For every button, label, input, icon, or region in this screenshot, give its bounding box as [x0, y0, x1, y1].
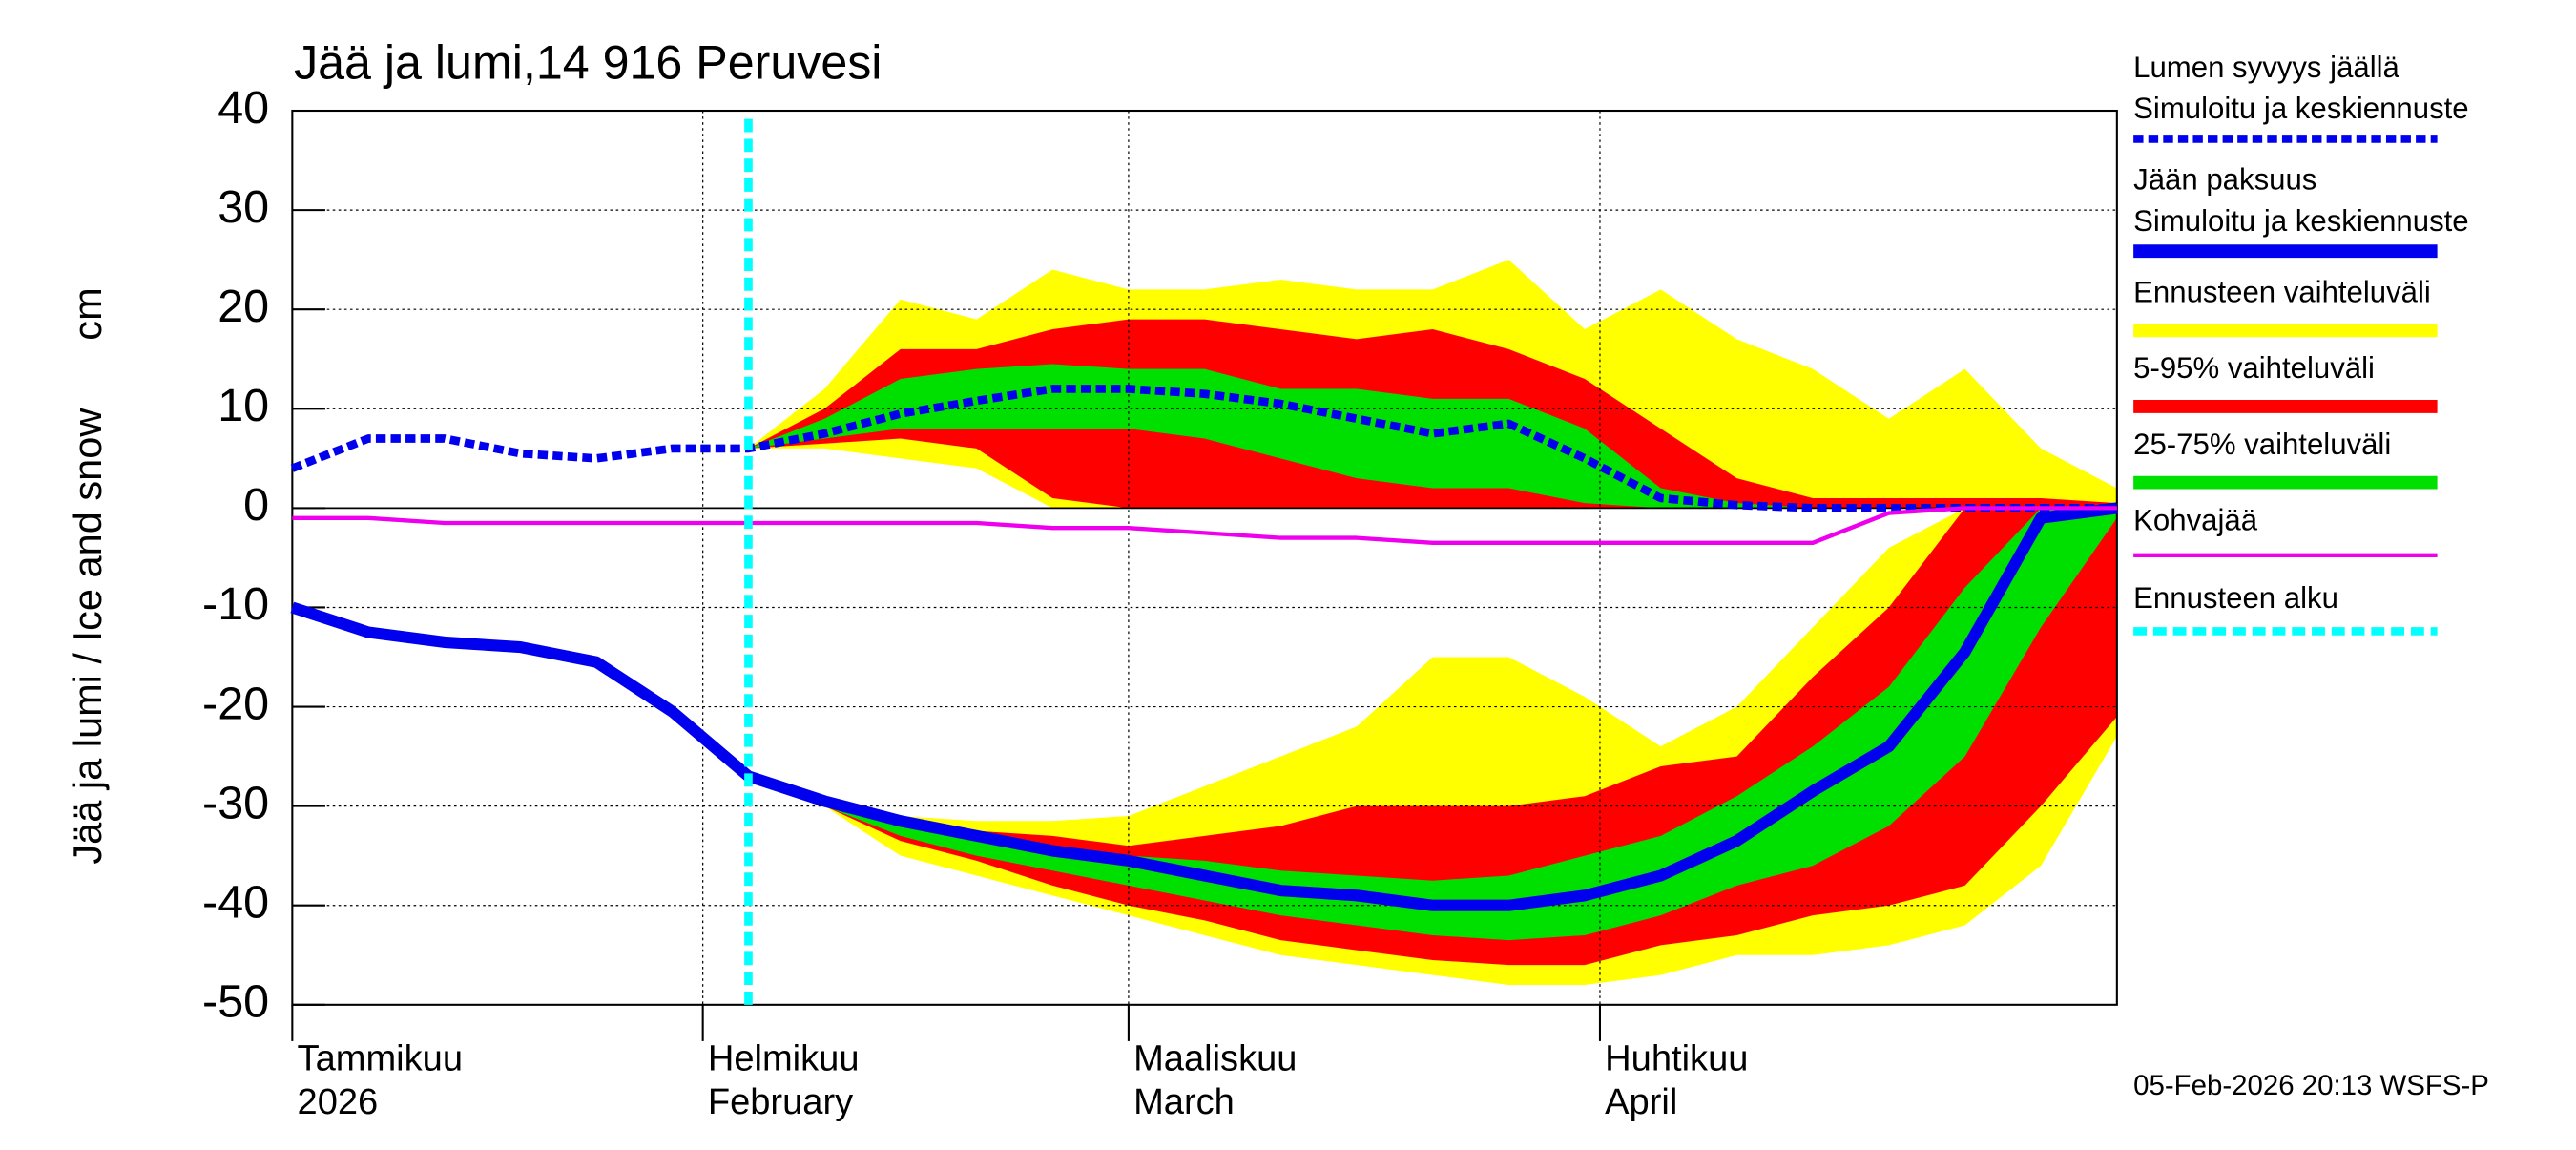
- legend-label: Simuloitu ja keskiennuste: [2133, 92, 2468, 125]
- band-ice: [748, 508, 2117, 941]
- band-snow: [748, 364, 2117, 509]
- x-tick-label: Huhtikuu: [1605, 1039, 1748, 1079]
- timestamp: 05-Feb-2026 20:13 WSFS-P: [2133, 1070, 2489, 1101]
- x-tick-label: Helmikuu: [708, 1039, 860, 1079]
- y-tick-label: 10: [218, 380, 269, 431]
- y-tick-label: -40: [202, 877, 269, 929]
- y-tick-label: 20: [218, 281, 269, 332]
- legend-label: Jään paksuus: [2133, 163, 2316, 197]
- x-tick-sublabel: March: [1133, 1082, 1235, 1122]
- legend-label: Simuloitu ja keskiennuste: [2133, 204, 2468, 238]
- y-tick-label: -20: [202, 678, 269, 729]
- legend-label: Kohvajää: [2133, 503, 2258, 536]
- legend-label: Ennusteen alku: [2133, 581, 2338, 615]
- x-tick-label: Tammikuu: [298, 1039, 463, 1079]
- chart-title: Jää ja lumi,14 916 Peruvesi: [294, 36, 882, 90]
- plot-frame: [291, 109, 2118, 1006]
- y-tick-label: 40: [218, 82, 269, 134]
- y-tick-label: -50: [202, 976, 269, 1028]
- line-series: [290, 385, 2117, 512]
- x-tick-sublabel: 2026: [298, 1082, 379, 1122]
- x-tick-sublabel: April: [1605, 1082, 1677, 1122]
- y-axis-label: Jää ja lumi / Ice and snow: [65, 408, 110, 865]
- legend-label: 25-75% vaihteluväli: [2133, 428, 2391, 461]
- legend-label: Ennusteen vaihteluväli: [2133, 275, 2431, 308]
- legend-label: Lumen syvyys jäällä: [2133, 51, 2399, 84]
- y-tick-label: 30: [218, 181, 269, 233]
- line-series: [290, 502, 2118, 911]
- line-series: [292, 506, 2117, 545]
- y-tick-label: -10: [202, 578, 269, 630]
- y-tick-label: 0: [243, 479, 269, 531]
- x-tick-label: Maaliskuu: [1133, 1039, 1297, 1079]
- y-tick-label: -30: [202, 777, 269, 828]
- x-tick-sublabel: February: [708, 1082, 853, 1122]
- y-axis-unit: cm: [65, 287, 110, 340]
- legend-label: 5-95% vaihteluväli: [2133, 351, 2375, 385]
